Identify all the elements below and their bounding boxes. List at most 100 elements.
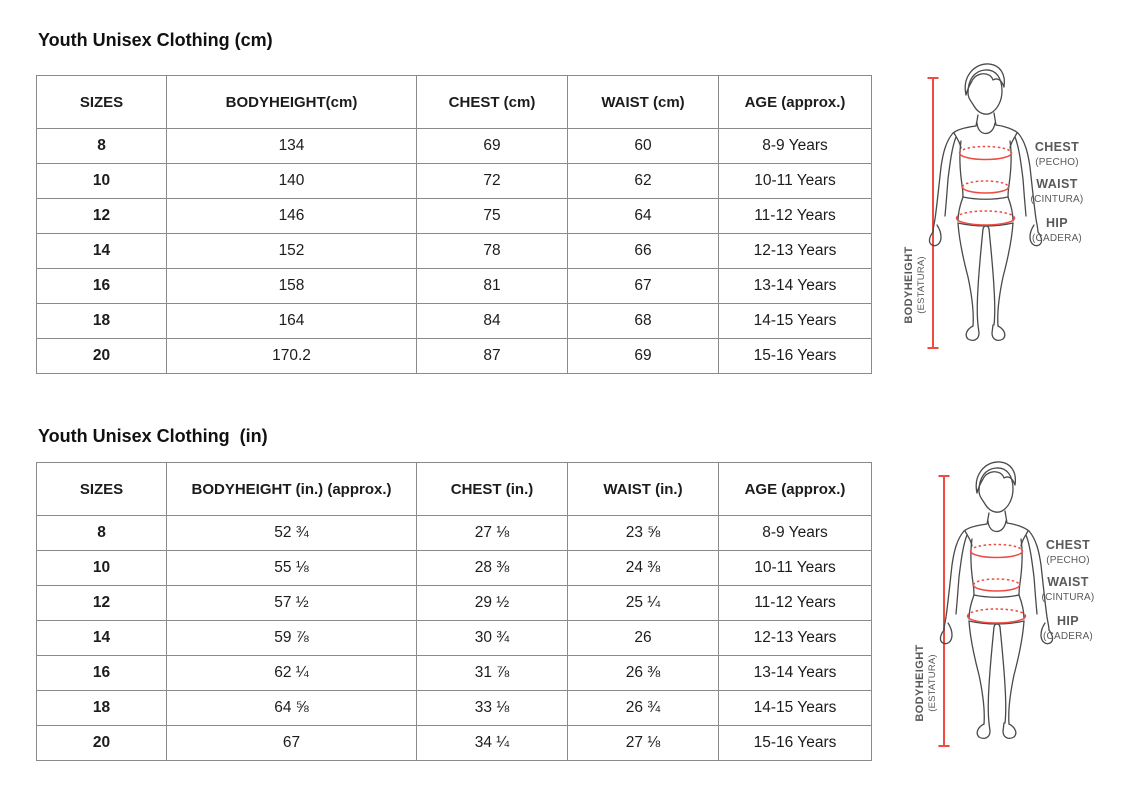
value-cell: 62 (567, 163, 719, 199)
value-cell: 87 (416, 338, 568, 374)
table-row: 20 67 34 ¼ 27 ⅛ 15-16 Years (36, 725, 872, 761)
value-cell: 14-15 Years (718, 303, 872, 339)
waist-ellipse (961, 186, 1010, 194)
table-row: 14 59 ⅞ 30 ¾ 26 12-13 Years (36, 620, 872, 656)
chest-ellipse (969, 550, 1024, 559)
value-cell: 69 (416, 128, 568, 164)
waist-sublabel: (CINTURA) (1042, 592, 1095, 603)
column-header: WAIST (in.) (567, 462, 719, 516)
column-header: BODYHEIGHT (in.) (approx.) (166, 462, 417, 516)
value-cell: 27 ⅛ (416, 515, 568, 551)
table-row: 18 64 ⅝ 33 ⅛ 26 ¾ 14-15 Years (36, 690, 872, 726)
column-header: BODYHEIGHT(cm) (166, 75, 417, 129)
value-cell: 68 (567, 303, 719, 339)
hip-ellipse-dashed (955, 210, 1016, 219)
size-cell: 14 (36, 620, 167, 656)
value-cell: 59 ⅞ (166, 620, 417, 656)
value-cell: 81 (416, 268, 568, 304)
value-cell: 78 (416, 233, 568, 269)
chest-ellipse (958, 152, 1013, 161)
value-cell: 28 ⅜ (416, 550, 568, 586)
chest-label: CHEST (1035, 140, 1079, 154)
child-body-outline (928, 63, 1043, 341)
waist-ellipse (972, 584, 1021, 592)
value-cell: 60 (567, 128, 719, 164)
value-cell: 64 ⅝ (166, 690, 417, 726)
size-cell: 20 (36, 725, 167, 761)
size-cell: 18 (36, 303, 167, 339)
size-cell: 16 (36, 268, 167, 304)
value-cell: 25 ¼ (567, 585, 719, 621)
hair-outline (975, 461, 1017, 494)
bodyheight-sublabel: (ESTATURA) (927, 654, 938, 712)
value-cell: 164 (166, 303, 417, 339)
table-row: 16 62 ¼ 31 ⅞ 26 ⅜ 13-14 Years (36, 655, 872, 691)
hip-label: HIP (1046, 216, 1068, 230)
value-cell: 13-14 Years (718, 268, 872, 304)
value-cell: 140 (166, 163, 417, 199)
value-cell: 75 (416, 198, 568, 234)
hip-label: HIP (1057, 614, 1079, 628)
size-table-in: SIZES BODYHEIGHT (in.) (approx.) CHEST (in… (36, 462, 872, 761)
value-cell: 14-15 Years (718, 690, 872, 726)
value-cell: 30 ¾ (416, 620, 568, 656)
size-cell: 8 (36, 515, 167, 551)
size-table-cm: SIZES BODYHEIGHT(cm) CHEST (cm) WAIST (cm) A… (36, 75, 872, 374)
column-header: SIZES (36, 462, 167, 516)
value-cell: 158 (166, 268, 417, 304)
size-cell: 8 (36, 128, 167, 164)
bodyheight-measure-line (927, 77, 939, 349)
value-cell: 57 ½ (166, 585, 417, 621)
value-cell: 134 (166, 128, 417, 164)
hip-sublabel: (CADERA) (1043, 631, 1093, 642)
size-cell: 18 (36, 690, 167, 726)
hip-sublabel: (CADERA) (1032, 233, 1082, 244)
value-cell: 27 ⅛ (567, 725, 719, 761)
value-cell: 67 (166, 725, 417, 761)
waist-label: WAIST (1036, 177, 1078, 191)
column-header: CHEST (cm) (416, 75, 568, 129)
value-cell: 10-11 Years (718, 163, 872, 199)
table-row: 8 134 69 60 8-9 Years (36, 128, 872, 164)
value-cell: 33 ⅛ (416, 690, 568, 726)
waist-sublabel: (CINTURA) (1031, 194, 1084, 205)
value-cell: 29 ½ (416, 585, 568, 621)
value-cell: 84 (416, 303, 568, 339)
value-cell: 15-16 Years (718, 338, 872, 374)
bodyheight-sublabel: (ESTATURA) (916, 256, 927, 314)
value-cell: 26 (567, 620, 719, 656)
chest-sublabel: (PECHO) (1046, 555, 1090, 566)
table-row: 10 140 72 62 10-11 Years (36, 163, 872, 199)
value-cell: 55 ⅛ (166, 550, 417, 586)
value-cell: 67 (567, 268, 719, 304)
value-cell: 72 (416, 163, 568, 199)
value-cell: 146 (166, 198, 417, 234)
hip-ellipse (966, 615, 1027, 624)
value-cell: 26 ¾ (567, 690, 719, 726)
value-cell: 66 (567, 233, 719, 269)
column-header: AGE (approx.) (718, 75, 872, 129)
value-cell: 24 ⅜ (567, 550, 719, 586)
chest-ellipse-dashed (958, 145, 1013, 154)
value-cell: 52 ¾ (166, 515, 417, 551)
bodyheight-label: BODYHEIGHT (903, 246, 915, 323)
bodyheight-measure-line (938, 475, 950, 747)
value-cell: 170.2 (166, 338, 417, 374)
waist-ellipse-dashed (961, 180, 1010, 188)
value-cell: 12-13 Years (718, 620, 872, 656)
chest-ellipse-dashed (969, 543, 1024, 552)
value-cell: 12-13 Years (718, 233, 872, 269)
value-cell: 8-9 Years (718, 515, 872, 551)
value-cell: 64 (567, 198, 719, 234)
table-row: 10 55 ⅛ 28 ⅜ 24 ⅜ 10-11 Years (36, 550, 872, 586)
section-title-cm: Youth Unisex Clothing (cm) (38, 30, 273, 50)
section-title-in: Youth Unisex Clothing (in) (38, 426, 268, 446)
value-cell: 152 (166, 233, 417, 269)
hip-ellipse-dashed (966, 608, 1027, 617)
size-cell: 14 (36, 233, 167, 269)
chest-sublabel: (PECHO) (1035, 157, 1079, 168)
chest-label: CHEST (1046, 538, 1090, 552)
table-row: 18 164 84 68 14-15 Years (36, 303, 872, 339)
size-cell: 12 (36, 585, 167, 621)
